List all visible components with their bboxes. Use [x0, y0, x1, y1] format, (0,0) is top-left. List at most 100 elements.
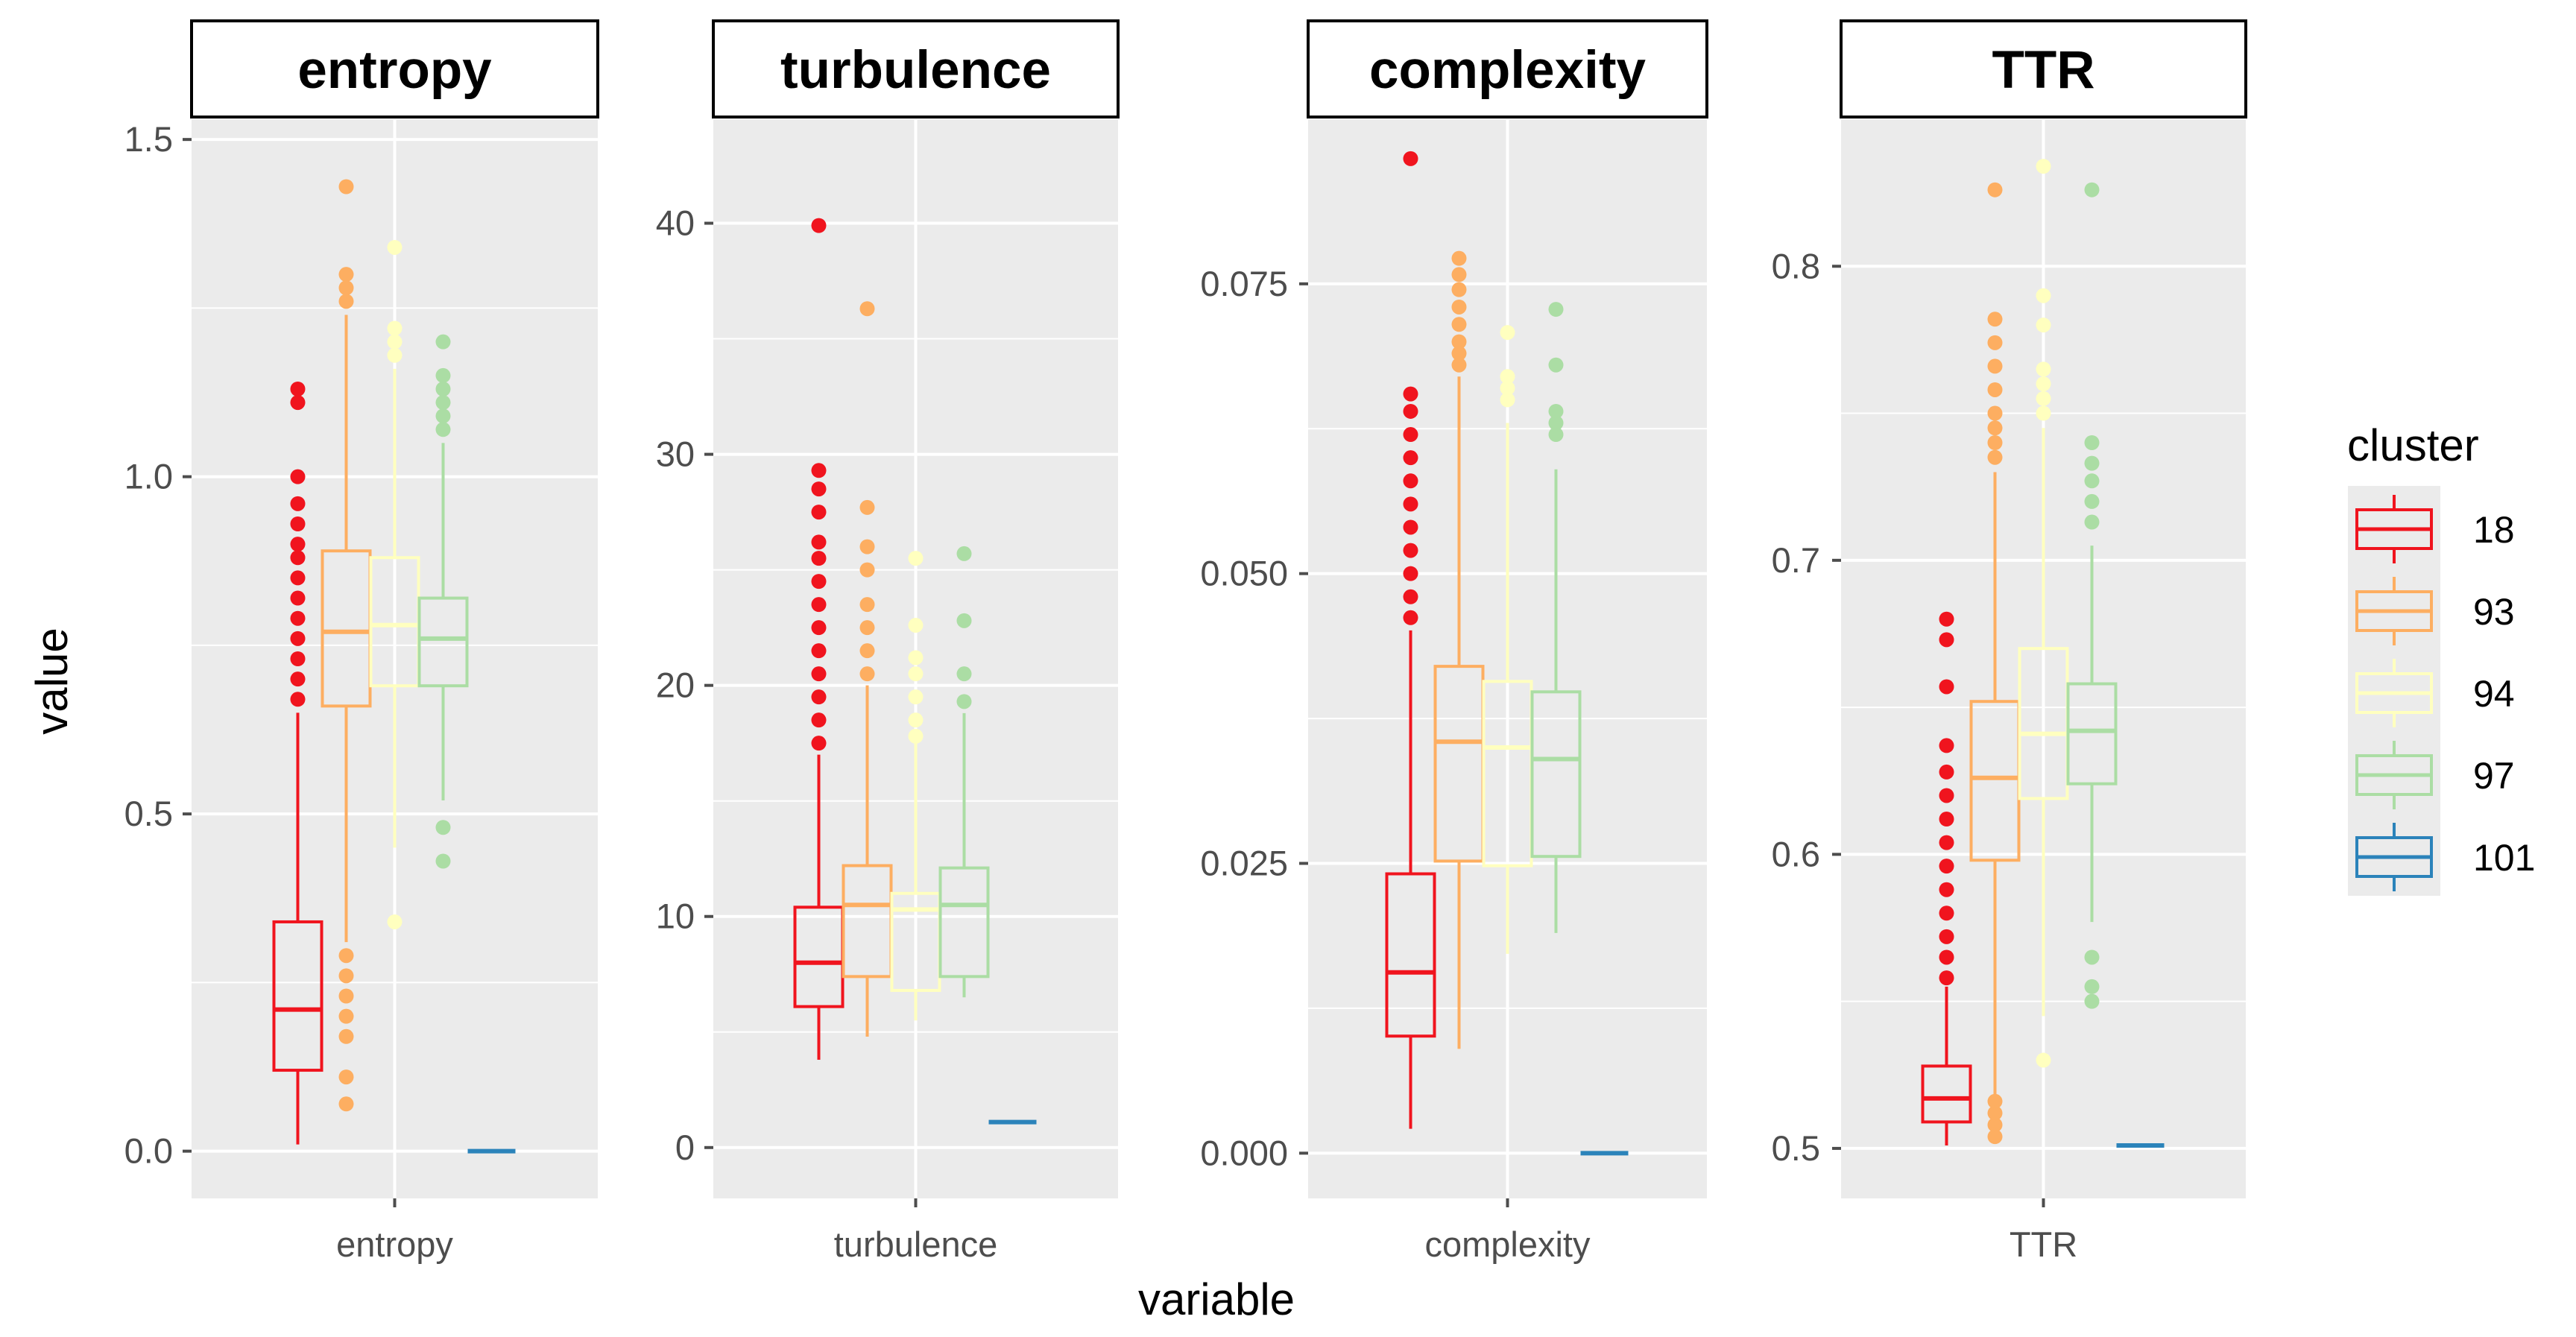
outlier-point [1403, 496, 1418, 512]
box-entropy-cluster-97 [417, 334, 469, 869]
outlier-point [1403, 473, 1418, 489]
outlier-point [1939, 859, 1954, 874]
outlier-point [1548, 427, 1564, 443]
x-tick-label-ttr: TTR [2010, 1224, 2077, 1264]
outlier-point [811, 574, 827, 590]
outlier-point [811, 689, 827, 705]
outlier-point [290, 651, 306, 666]
box-turbulence-cluster-97 [938, 546, 990, 998]
outlier-point [387, 334, 402, 350]
outlier-point [2084, 493, 2100, 509]
y-tick-label: 0.8 [1772, 246, 1820, 285]
outlier-point [1403, 566, 1418, 581]
outlier-point [1987, 1129, 2003, 1145]
outlier-point [290, 550, 306, 566]
strip-box [190, 19, 599, 118]
box-ttr-cluster-97 [2066, 182, 2118, 1009]
outlier-point [811, 666, 827, 682]
outlier-point [1451, 282, 1467, 297]
outlier-point [1548, 403, 1564, 419]
legend-entry-93: 93 [2355, 577, 2515, 645]
outlier-point [1939, 788, 1954, 803]
box-complexity-cluster-94 [1482, 325, 1533, 954]
outlier-point [338, 267, 354, 282]
outlier-point [1987, 1105, 2003, 1121]
outlier-point [1987, 358, 2003, 374]
y-tick-label: 0.6 [1772, 834, 1820, 873]
box-complexity-cluster-18 [1385, 151, 1436, 1129]
outlier-point [859, 301, 875, 317]
legend-entry-18: 18 [2355, 495, 2515, 563]
outlier-point [290, 395, 306, 411]
outlier-point [1548, 302, 1564, 317]
outlier-point [290, 630, 306, 646]
outlier-point [908, 712, 924, 728]
legend: cluster 18 93 94 97 101 [2347, 420, 2535, 896]
outlier-point [1987, 1117, 2003, 1133]
y-tick-label: 0.075 [1200, 264, 1288, 303]
outlier-point [435, 422, 451, 437]
outlier-point [1403, 610, 1418, 625]
box-iqr [938, 866, 990, 979]
outlier-point [859, 620, 875, 636]
outlier-point [435, 382, 451, 396]
outlier-point [908, 650, 924, 666]
outlier-point [338, 280, 354, 296]
outlier-point [1403, 403, 1418, 419]
y-tick-label: 20 [656, 666, 695, 705]
outlier-point [811, 736, 827, 751]
facet-panels: entropy 0.0 0.5 1.0 1.5 entropy turbulence 0 10 2… [124, 19, 2247, 1264]
outlier-point [338, 968, 354, 984]
outlier-point [811, 505, 827, 520]
outlier-point [859, 643, 875, 659]
outlier-point [338, 1008, 354, 1024]
outlier-point [1403, 386, 1418, 402]
outlier-point [956, 694, 972, 709]
outlier-point [1500, 380, 1515, 396]
outlier-point [908, 666, 924, 682]
outlier-point [2084, 182, 2100, 197]
strip-title-ttr: TTR [1992, 41, 2094, 100]
y-tick-label: 10 [656, 897, 695, 936]
outlier-point [290, 590, 306, 606]
outlier-point [1500, 369, 1515, 385]
outlier-point [859, 562, 875, 578]
box-ttr-cluster-93 [1969, 182, 2021, 1145]
outlier-point [2036, 1052, 2051, 1068]
box-iqr [1921, 1064, 1972, 1124]
strip-box [1840, 19, 2247, 118]
outlier-point [1548, 357, 1564, 373]
outlier-point [290, 692, 306, 707]
legend-entry-101: 101 [2355, 823, 2535, 891]
outlier-point [290, 496, 306, 511]
outlier-point [2036, 376, 2051, 392]
outlier-point [1451, 250, 1467, 266]
outlier-point [2084, 455, 2100, 471]
outlier-point [2036, 391, 2051, 406]
legend-label-18: 18 [2473, 509, 2515, 551]
outlier-point [908, 689, 924, 705]
outlier-point [1987, 182, 2003, 197]
box-iqr [417, 596, 469, 688]
outlier-point [1403, 589, 1418, 604]
outlier-point [1548, 415, 1564, 431]
box-iqr [272, 920, 323, 1072]
outlier-point [290, 469, 306, 484]
strip-box [712, 19, 1120, 118]
y-tick-label: 1.5 [124, 119, 173, 159]
outlier-point [811, 597, 827, 613]
x-tick-label-entropy: entropy [336, 1224, 453, 1264]
outlier-point [1451, 317, 1467, 332]
outlier-point [1939, 812, 1954, 827]
outlier-point [1939, 882, 1954, 897]
outlier-point [338, 988, 354, 1004]
outlier-point [956, 613, 972, 628]
legend-label-97: 97 [2473, 755, 2515, 797]
outlier-point [435, 820, 451, 835]
box-ttr-cluster-94 [2018, 159, 2069, 1068]
outlier-point [859, 499, 875, 515]
outlier-point [2084, 514, 2100, 530]
facet-ttr: TTR 0.5 0.6 0.7 0.8 TTR [1772, 19, 2247, 1264]
outlier-point [338, 1028, 354, 1044]
outlier-point [859, 539, 875, 554]
